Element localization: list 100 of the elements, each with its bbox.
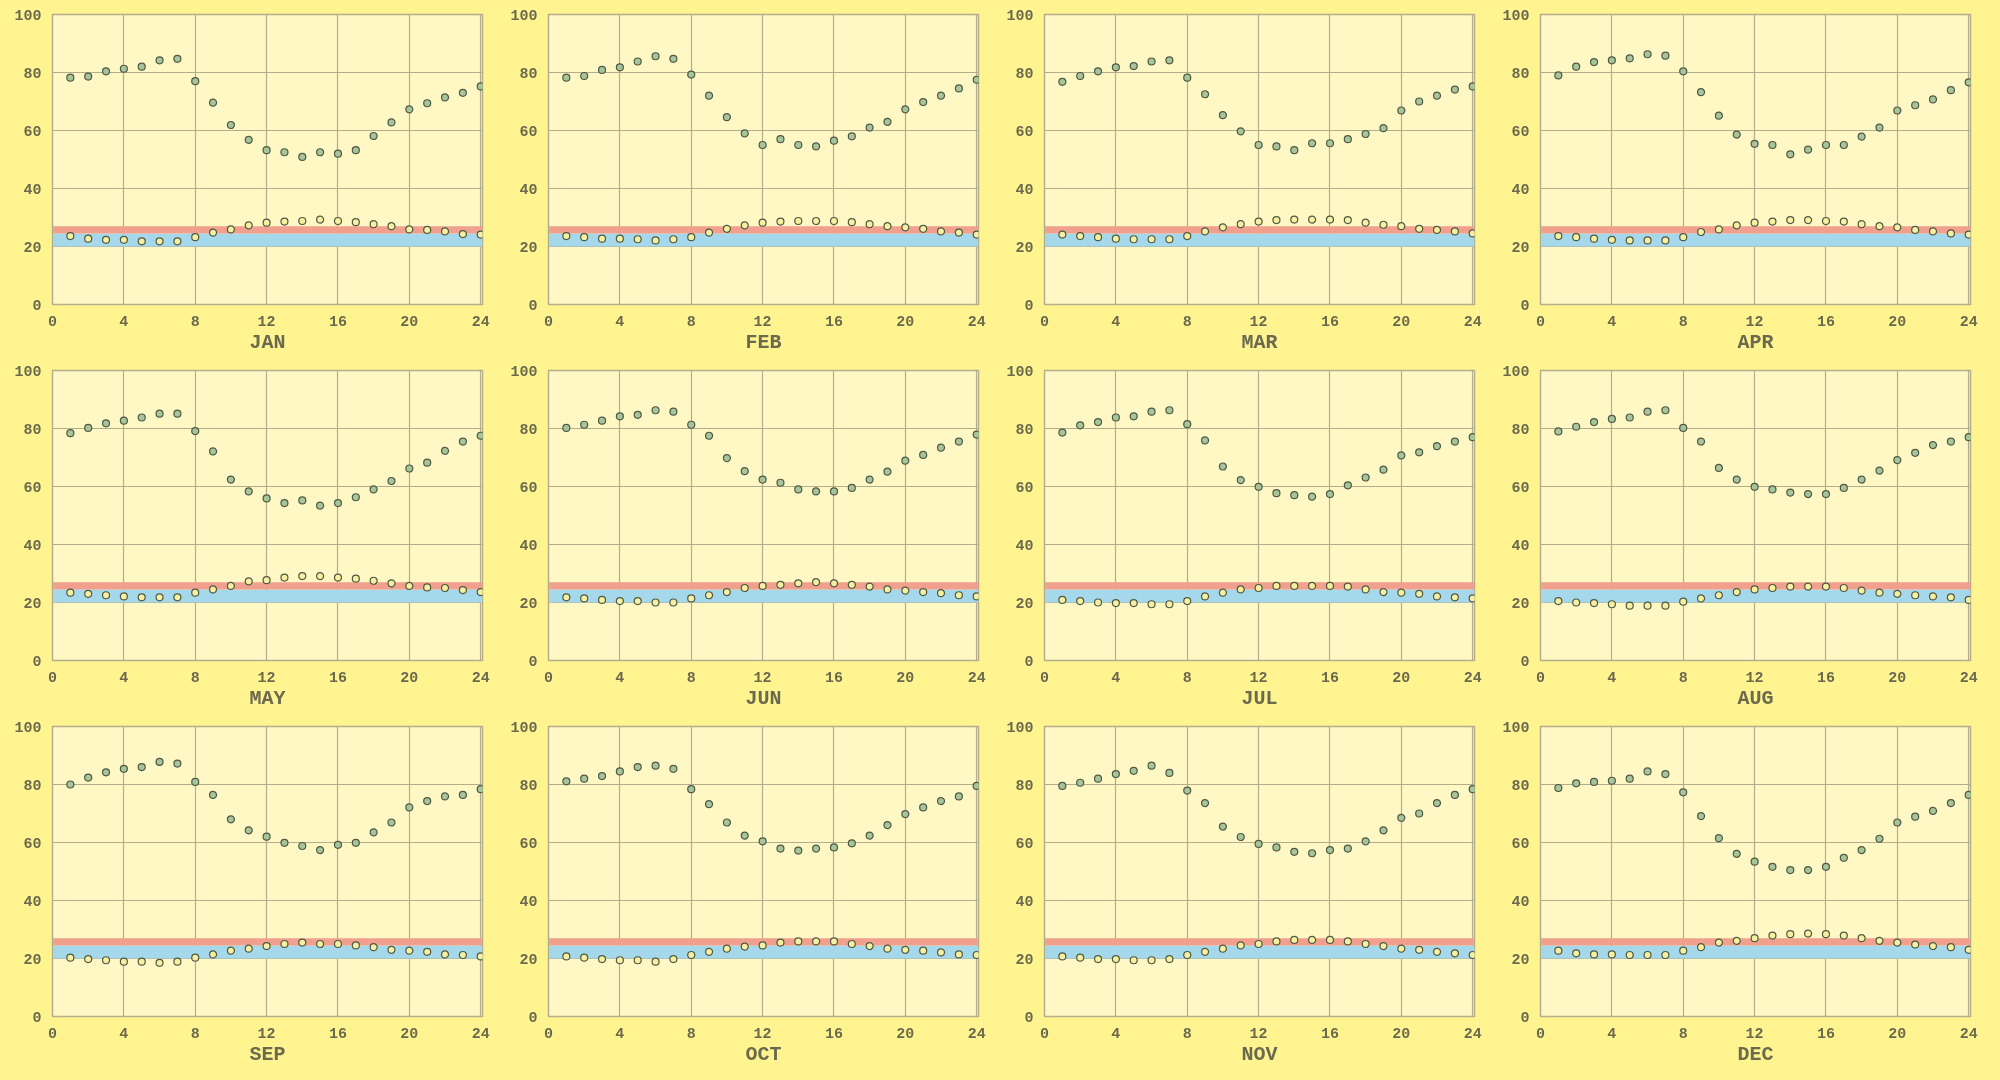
y-tick-label: 80 bbox=[1511, 421, 1530, 439]
x-tick-label: 20 bbox=[1392, 1025, 1411, 1043]
y-tick-label: 60 bbox=[1015, 479, 1034, 497]
x-tick-label: 8 bbox=[190, 669, 200, 687]
x-tick-label: 24 bbox=[1463, 669, 1482, 687]
x-tick-label: 4 bbox=[1111, 313, 1121, 331]
y-tick-label: 100 bbox=[14, 363, 42, 381]
y-tick-label: 60 bbox=[23, 123, 42, 141]
y-tick-label: 100 bbox=[510, 719, 538, 737]
y-tick-label: 20 bbox=[1511, 595, 1530, 613]
x-tick-label: 4 bbox=[119, 1025, 129, 1043]
y-tick-label: 20 bbox=[23, 951, 42, 969]
y-tick-label: 100 bbox=[1006, 363, 1034, 381]
y-tick-label: 40 bbox=[1511, 893, 1530, 911]
x-tick-label: 8 bbox=[686, 669, 696, 687]
x-tick-label: 0 bbox=[1040, 313, 1050, 331]
y-tick-label: 20 bbox=[519, 595, 538, 613]
x-axis-title: JAN bbox=[249, 330, 286, 354]
x-tick-label: 8 bbox=[686, 1025, 696, 1043]
x-tick-label: 0 bbox=[1536, 1025, 1546, 1043]
y-tick-label: 100 bbox=[1502, 7, 1530, 25]
x-tick-label: 16 bbox=[1320, 669, 1339, 687]
x-tick-label: 24 bbox=[471, 313, 490, 331]
y-tick-label: 40 bbox=[519, 537, 538, 555]
y-tick-label: 100 bbox=[14, 719, 42, 737]
y-tick-label: 100 bbox=[510, 7, 538, 25]
y-tick-label: 60 bbox=[1015, 123, 1034, 141]
x-tick-label: 16 bbox=[328, 669, 347, 687]
x-tick-label: 12 bbox=[1745, 1025, 1764, 1043]
x-tick-label: 4 bbox=[1607, 1025, 1617, 1043]
x-tick-label: 0 bbox=[48, 1025, 58, 1043]
x-tick-label: 8 bbox=[1678, 1025, 1688, 1043]
x-tick-label: 20 bbox=[896, 669, 915, 687]
x-tick-label: 12 bbox=[257, 313, 276, 331]
y-tick-label: 60 bbox=[23, 479, 42, 497]
x-tick-label: 16 bbox=[1816, 313, 1835, 331]
y-tick-label: 20 bbox=[1511, 951, 1530, 969]
x-tick-label: 12 bbox=[1249, 313, 1268, 331]
y-tick-label: 80 bbox=[23, 421, 42, 439]
y-tick-label: 40 bbox=[519, 893, 538, 911]
y-tick-label: 20 bbox=[23, 595, 42, 613]
x-tick-label: 20 bbox=[1888, 1025, 1907, 1043]
x-tick-label: 12 bbox=[753, 1025, 772, 1043]
x-axis-title: AUG bbox=[1737, 686, 1774, 710]
x-tick-label: 8 bbox=[1182, 313, 1192, 331]
y-tick-label: 40 bbox=[1015, 893, 1034, 911]
x-tick-label: 12 bbox=[257, 669, 276, 687]
x-axis-title: MAY bbox=[249, 686, 286, 710]
x-tick-label: 12 bbox=[257, 1025, 276, 1043]
x-tick-label: 0 bbox=[544, 669, 554, 687]
x-tick-label: 12 bbox=[1249, 669, 1268, 687]
y-tick-label: 0 bbox=[32, 297, 42, 315]
x-tick-label: 8 bbox=[1182, 1025, 1192, 1043]
x-tick-label: 20 bbox=[896, 1025, 915, 1043]
x-tick-label: 12 bbox=[1745, 313, 1764, 331]
x-tick-label: 0 bbox=[1536, 669, 1546, 687]
y-tick-label: 100 bbox=[510, 363, 538, 381]
x-tick-label: 4 bbox=[1607, 313, 1617, 331]
y-tick-label: 40 bbox=[1015, 181, 1034, 199]
x-tick-label: 0 bbox=[544, 1025, 554, 1043]
y-tick-label: 100 bbox=[1006, 7, 1034, 25]
x-axis-title: JUN bbox=[745, 686, 782, 710]
x-tick-label: 20 bbox=[1888, 669, 1907, 687]
y-tick-label: 80 bbox=[519, 777, 538, 795]
y-tick-label: 40 bbox=[23, 893, 42, 911]
y-tick-label: 20 bbox=[1015, 951, 1034, 969]
x-tick-label: 20 bbox=[400, 1025, 419, 1043]
x-tick-label: 16 bbox=[1816, 669, 1835, 687]
x-axis-title: JUL bbox=[1241, 686, 1278, 710]
y-tick-label: 100 bbox=[1502, 719, 1530, 737]
x-tick-label: 8 bbox=[190, 313, 200, 331]
x-tick-label: 4 bbox=[119, 313, 129, 331]
x-tick-label: 20 bbox=[400, 669, 419, 687]
y-tick-label: 0 bbox=[1520, 297, 1530, 315]
y-tick-label: 60 bbox=[1015, 835, 1034, 853]
x-axis-title: NOV bbox=[1241, 1042, 1278, 1066]
y-tick-label: 0 bbox=[1024, 1009, 1034, 1027]
x-axis-title: OCT bbox=[745, 1042, 782, 1066]
x-tick-label: 0 bbox=[1040, 1025, 1050, 1043]
y-tick-label: 20 bbox=[1015, 239, 1034, 257]
x-tick-label: 24 bbox=[1463, 1025, 1482, 1043]
x-tick-label: 24 bbox=[967, 669, 986, 687]
x-tick-label: 4 bbox=[119, 669, 129, 687]
x-tick-label: 24 bbox=[967, 313, 986, 331]
x-tick-label: 24 bbox=[1959, 669, 1978, 687]
y-tick-label: 80 bbox=[1015, 65, 1034, 83]
x-tick-label: 24 bbox=[471, 1025, 490, 1043]
x-tick-label: 16 bbox=[328, 1025, 347, 1043]
y-tick-label: 20 bbox=[519, 951, 538, 969]
y-tick-label: 20 bbox=[1511, 239, 1530, 257]
y-tick-label: 40 bbox=[519, 181, 538, 199]
x-tick-label: 4 bbox=[1111, 669, 1121, 687]
x-axis-title: DEC bbox=[1737, 1042, 1774, 1066]
x-tick-label: 24 bbox=[471, 669, 490, 687]
y-tick-label: 40 bbox=[1511, 181, 1530, 199]
x-tick-label: 16 bbox=[328, 313, 347, 331]
x-tick-label: 4 bbox=[1607, 669, 1617, 687]
x-tick-label: 8 bbox=[686, 313, 696, 331]
y-tick-label: 60 bbox=[1511, 123, 1530, 141]
x-axis-title: APR bbox=[1737, 330, 1774, 354]
